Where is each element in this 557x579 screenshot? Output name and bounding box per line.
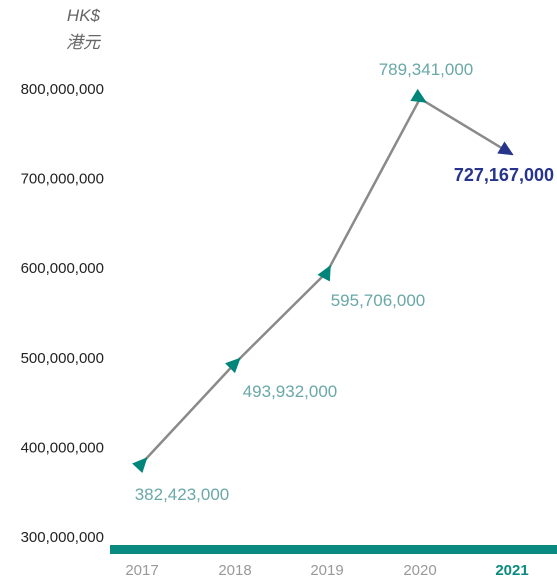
series-line	[141, 97, 513, 465]
y-tick-label: 700,000,000	[21, 171, 104, 188]
data-label: 789,341,000	[379, 60, 474, 79]
x-tick-label: 2017	[125, 562, 158, 579]
data-label: 493,932,000	[243, 382, 338, 401]
x-axis-bar	[110, 545, 557, 554]
y-tick-label: 800,000,000	[21, 81, 104, 98]
data-point-marker	[410, 88, 427, 103]
y-tick-label: 600,000,000	[21, 260, 104, 277]
y-tick-label: 400,000,000	[21, 439, 104, 456]
y-unit-label-zh: 港元	[66, 33, 100, 52]
y-tick-label: 300,000,000	[21, 529, 104, 546]
data-point-marker	[132, 457, 148, 474]
x-tick-label: 2018	[218, 562, 251, 579]
data-point-marker	[225, 357, 241, 374]
data-label: 382,423,000	[135, 485, 230, 504]
y-tick-label: 500,000,000	[21, 350, 104, 367]
x-tick-label: 2020	[403, 562, 436, 579]
x-tick-label: 2021	[495, 562, 528, 579]
data-point-marker	[497, 141, 514, 156]
y-unit-label-en: HK$	[66, 6, 100, 25]
x-tick-label: 2019	[310, 562, 343, 579]
data-label: 727,167,000	[454, 165, 554, 185]
data-point-marker	[317, 264, 331, 282]
data-label: 595,706,000	[331, 291, 426, 310]
